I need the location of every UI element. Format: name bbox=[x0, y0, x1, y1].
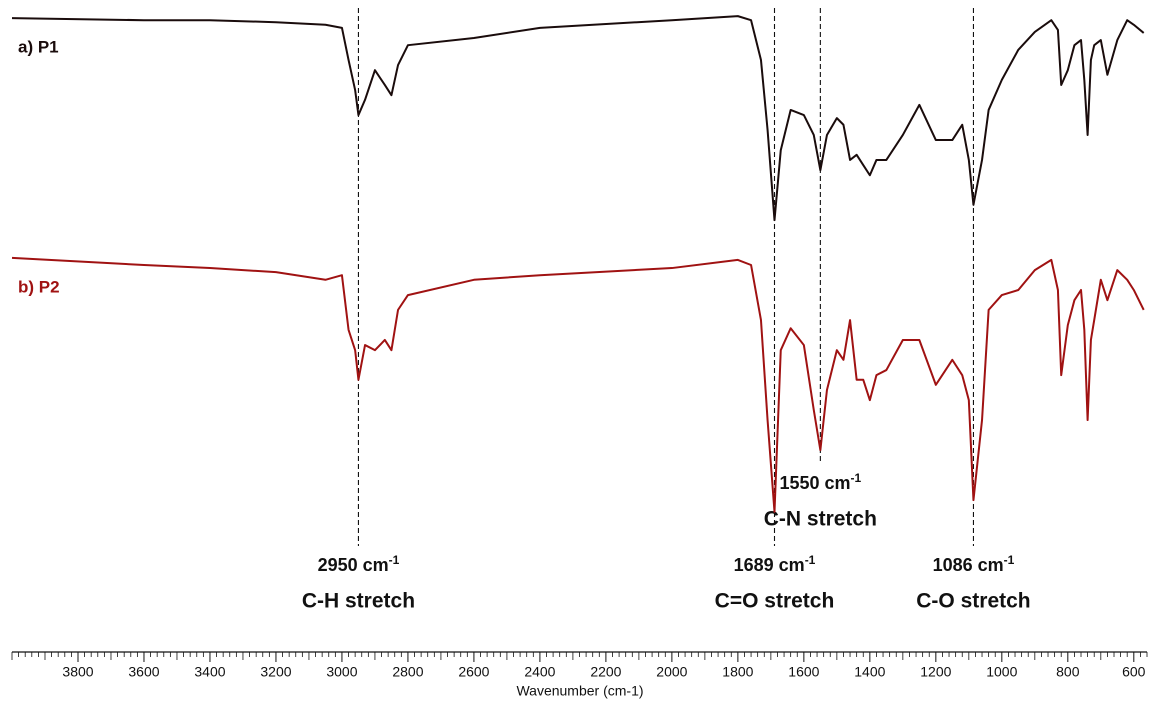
annotation-label: C-H stretch bbox=[302, 590, 415, 613]
x-tick-label: 3800 bbox=[62, 664, 93, 680]
x-tick-label: 1200 bbox=[920, 664, 951, 680]
x-tick-label: 3400 bbox=[194, 664, 225, 680]
annotation-label: C-O stretch bbox=[916, 590, 1030, 613]
annotation-unit-sup: -1 bbox=[851, 471, 862, 485]
annotation-number: 2950 bbox=[318, 555, 358, 575]
spectrum-line bbox=[11, 15, 1145, 222]
series-label: b) P2 bbox=[18, 277, 60, 296]
x-tick-label: 1000 bbox=[986, 664, 1017, 680]
annotation-number: 1550 bbox=[779, 473, 819, 493]
x-tick-label: 3600 bbox=[128, 664, 159, 680]
spectrum-line bbox=[11, 256, 1145, 513]
annotation-unit-sup: -1 bbox=[389, 553, 400, 567]
x-tick-label: 600 bbox=[1122, 664, 1146, 680]
annotation-number: 1689 bbox=[734, 555, 774, 575]
annotation-unit: cm bbox=[363, 555, 389, 575]
annotation-unit-sup: -1 bbox=[1004, 553, 1015, 567]
x-tick-label: 2400 bbox=[524, 664, 555, 680]
annotation-value: 1550 cm-1 bbox=[779, 471, 861, 493]
x-tick-label: 2000 bbox=[656, 664, 687, 680]
annotation-unit-sup: -1 bbox=[805, 553, 816, 567]
annotation-number: 1086 bbox=[933, 555, 973, 575]
annotation-value: 1086 cm-1 bbox=[933, 553, 1015, 575]
x-tick-label: 2200 bbox=[590, 664, 621, 680]
x-tick-label: 1400 bbox=[854, 664, 885, 680]
annotation-label: C-N stretch bbox=[764, 508, 877, 531]
annotation-unit: cm bbox=[978, 555, 1004, 575]
annotation-value: 2950 cm-1 bbox=[318, 553, 400, 575]
x-axis-title: Wavenumber (cm-1) bbox=[516, 683, 643, 699]
annotation-label: C=O stretch bbox=[715, 590, 835, 613]
x-tick-label: 3000 bbox=[326, 664, 357, 680]
x-tick-label: 2800 bbox=[392, 664, 423, 680]
x-tick-label: 800 bbox=[1056, 664, 1080, 680]
annotation-unit: cm bbox=[825, 473, 851, 493]
x-tick-label: 3200 bbox=[260, 664, 291, 680]
annotation-value: 1689 cm-1 bbox=[734, 553, 816, 575]
x-tick-label: 1800 bbox=[722, 664, 753, 680]
series-label: a) P1 bbox=[18, 38, 59, 57]
annotation-unit: cm bbox=[779, 555, 805, 575]
x-tick-label: 1600 bbox=[788, 664, 819, 680]
x-tick-label: 2600 bbox=[458, 664, 489, 680]
